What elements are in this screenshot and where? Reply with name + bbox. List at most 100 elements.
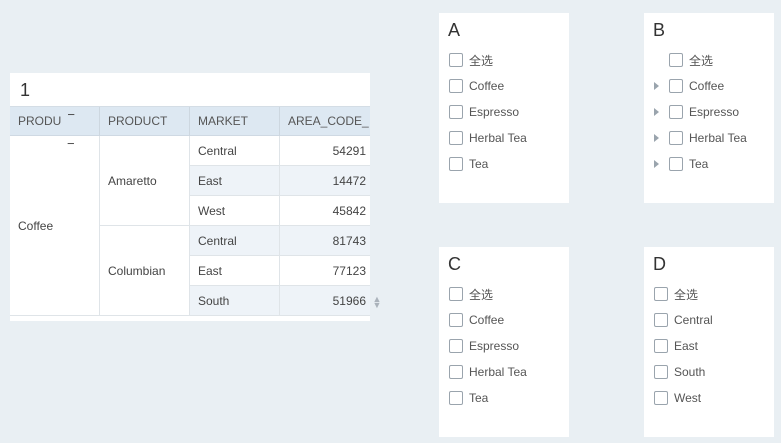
checkbox[interactable]	[449, 79, 463, 93]
pivot-table: PRODU − PRODUCT MARKET AREA_CODE_ − Coff…	[10, 106, 370, 316]
filter-b-option-herbal-tea[interactable]: Herbal Tea	[654, 130, 747, 146]
checkbox[interactable]	[669, 53, 683, 67]
expand-caret-icon[interactable]	[654, 134, 659, 142]
filter-a-title: A	[448, 20, 461, 40]
header-market[interactable]: MARKET	[190, 107, 280, 136]
checkbox[interactable]	[654, 313, 668, 327]
filter-d-option-west[interactable]: West	[654, 390, 701, 406]
filter-panel-d: D 全选 Central East South West	[644, 247, 774, 437]
filter-a-option-coffee[interactable]: Coffee	[449, 78, 504, 94]
header-product[interactable]: PRODUCT	[100, 107, 190, 136]
option-label: Central	[674, 313, 713, 327]
expand-caret-icon[interactable]	[654, 108, 659, 116]
market-cell[interactable]: Central	[190, 226, 280, 256]
filter-a-option-tea[interactable]: Tea	[449, 156, 488, 172]
checkbox[interactable]	[654, 339, 668, 353]
option-label: South	[674, 365, 706, 379]
header-produ-label: PRODU	[18, 114, 62, 128]
filter-d-title: D	[653, 254, 666, 274]
option-label: Tea	[469, 391, 489, 405]
filter-a-option-select-all[interactable]: 全选	[449, 52, 493, 68]
filter-b-option-espresso[interactable]: Espresso	[654, 104, 739, 120]
group-cell-coffee[interactable]: − Coffee	[10, 136, 100, 316]
checkbox[interactable]	[669, 157, 683, 171]
table-header-row: PRODU − PRODUCT MARKET AREA_CODE_	[10, 106, 370, 136]
group-label: Coffee	[18, 218, 54, 233]
filter-panel-c: C 全选 Coffee Espresso Herbal Tea Tea	[439, 247, 569, 437]
filter-panel-a: A 全选 Coffee Espresso Herbal Tea Tea	[439, 13, 569, 203]
option-label: 全选	[469, 287, 494, 302]
area-code-cell[interactable]: 51966	[280, 286, 370, 316]
market-cell[interactable]: East	[190, 256, 280, 286]
subgroup-cell-amaretto[interactable]: Amaretto	[100, 136, 190, 226]
filter-a-option-herbal-tea[interactable]: Herbal Tea	[449, 130, 527, 146]
filter-c-option-tea[interactable]: Tea	[449, 390, 488, 406]
checkbox[interactable]	[449, 391, 463, 405]
option-label: Espresso	[469, 339, 520, 353]
collapse-icon[interactable]: −	[67, 107, 75, 122]
filter-d-option-central[interactable]: Central	[654, 312, 713, 328]
option-label: 全选	[689, 53, 714, 68]
area-code-cell[interactable]: 45842	[280, 196, 370, 226]
filter-panel-b: B 全选 Coffee Espresso Herbal Tea Tea	[644, 13, 774, 203]
checkbox[interactable]	[449, 105, 463, 119]
option-label: Tea	[689, 157, 709, 171]
filter-b-option-select-all[interactable]: 全选	[654, 52, 713, 68]
subgroup-cell-columbian[interactable]: Columbian	[100, 226, 190, 316]
market-cell[interactable]: Central	[190, 136, 280, 166]
option-label: Coffee	[469, 313, 505, 327]
area-code-cell[interactable]: 14472	[280, 166, 370, 196]
area-code-cell[interactable]: 81743	[280, 226, 370, 256]
filter-b-option-coffee[interactable]: Coffee	[654, 78, 724, 94]
option-label: Herbal Tea	[469, 365, 527, 379]
filter-b-option-tea[interactable]: Tea	[654, 156, 708, 172]
filter-b-title: B	[653, 20, 666, 40]
option-label: East	[674, 339, 699, 353]
checkbox[interactable]	[449, 365, 463, 379]
table-body: − Coffee Amaretto Columbian Central East…	[10, 136, 370, 316]
option-label: Espresso	[689, 105, 740, 119]
checkbox[interactable]	[449, 157, 463, 171]
scroll-arrows-icon[interactable]: ▲ ▼	[372, 294, 382, 310]
option-label: Espresso	[469, 105, 520, 119]
checkbox[interactable]	[449, 53, 463, 67]
checkbox[interactable]	[669, 79, 683, 93]
option-label: Herbal Tea	[689, 131, 747, 145]
expand-caret-icon[interactable]	[654, 160, 659, 168]
checkbox[interactable]	[669, 131, 683, 145]
market-cell[interactable]: East	[190, 166, 280, 196]
checkbox[interactable]	[654, 287, 668, 301]
filter-c-option-espresso[interactable]: Espresso	[449, 338, 519, 354]
checkbox[interactable]	[449, 313, 463, 327]
filter-d-option-east[interactable]: East	[654, 338, 698, 354]
filter-c-option-select-all[interactable]: 全选	[449, 286, 493, 302]
filter-d-option-select-all[interactable]: 全选	[654, 286, 698, 302]
option-label: West	[674, 391, 702, 405]
option-label: 全选	[469, 53, 494, 68]
row-collapse-icon[interactable]: −	[67, 136, 75, 151]
filter-a-option-espresso[interactable]: Espresso	[449, 104, 519, 120]
filter-c-title: C	[448, 254, 461, 274]
checkbox[interactable]	[669, 105, 683, 119]
option-label: Coffee	[469, 79, 505, 93]
option-label: Coffee	[689, 79, 725, 93]
option-label: Tea	[469, 157, 489, 171]
header-produ[interactable]: PRODU −	[10, 107, 100, 136]
option-label: 全选	[674, 287, 699, 302]
filter-d-option-south[interactable]: South	[654, 364, 705, 380]
table-panel-title: 1	[20, 80, 31, 100]
expand-caret-icon[interactable]	[654, 82, 659, 90]
header-area-code[interactable]: AREA_CODE_	[288, 114, 369, 128]
checkbox[interactable]	[449, 131, 463, 145]
filter-c-option-coffee[interactable]: Coffee	[449, 312, 504, 328]
filter-c-option-herbal-tea[interactable]: Herbal Tea	[449, 364, 527, 380]
checkbox[interactable]	[449, 287, 463, 301]
market-cell[interactable]: South	[190, 286, 280, 316]
table-panel: 1 PRODU − PRODUCT MARKET AREA_CODE_ − Co…	[10, 73, 370, 321]
checkbox[interactable]	[449, 339, 463, 353]
market-cell[interactable]: West	[190, 196, 280, 226]
area-code-cell[interactable]: 77123	[280, 256, 370, 286]
checkbox[interactable]	[654, 365, 668, 379]
area-code-cell[interactable]: 54291	[280, 136, 370, 166]
checkbox[interactable]	[654, 391, 668, 405]
